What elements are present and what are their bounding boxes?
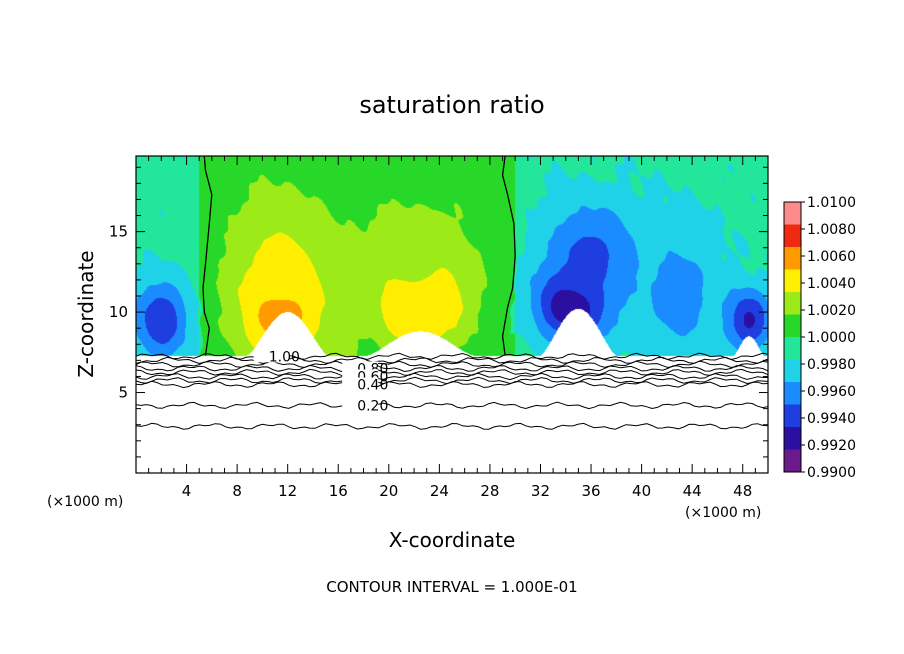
colorbar-label: 1.0060 — [807, 249, 856, 265]
y-tick-label: 10 — [109, 303, 128, 321]
y-axis-label: Z-coordinate — [74, 250, 98, 377]
colorbar-swatch — [784, 449, 801, 472]
vertical-contour-0 — [202, 155, 213, 356]
y-tick-label: 15 — [109, 223, 128, 241]
colorbar-label: 1.0020 — [807, 303, 856, 319]
x-axis: 4 8 12 16 20 24 28 32 36 40 44 48 — [148, 156, 756, 500]
y-axis: 5 10 15 — [109, 166, 768, 458]
x-axis-label: X-coordinate — [389, 528, 516, 552]
contour-label: 0.40 — [357, 377, 388, 393]
saturation-field — [136, 156, 768, 473]
x-unit-right: (×1000 m) — [685, 505, 761, 521]
colorbar-label: 1.0040 — [807, 276, 856, 292]
contour-line — [135, 352, 769, 361]
x-tick-label: 48 — [733, 482, 752, 500]
colorbar-label: 1.0000 — [807, 330, 856, 346]
x-tick-label: 8 — [232, 482, 242, 500]
colorbar-swatch — [784, 359, 801, 382]
colorbar-label: 0.9920 — [807, 438, 856, 454]
x-tick-label: 4 — [182, 482, 192, 500]
contour-label-bg — [342, 398, 379, 412]
colorbar-label: 0.9940 — [807, 411, 856, 427]
contour-line — [135, 376, 769, 385]
colorbar-swatch — [784, 404, 801, 427]
colorbar-label: 0.9980 — [807, 357, 856, 373]
plot-area: 1.000.800.600.400.20 — [135, 155, 769, 474]
colorbar-label: 1.0080 — [807, 222, 856, 238]
vertical-contour-1 — [501, 155, 516, 356]
y-tick-label: 5 — [118, 384, 128, 402]
contour-line — [135, 360, 769, 369]
contour-label-bg — [253, 349, 290, 363]
colorbar-swatch — [784, 292, 801, 315]
contour-line — [135, 372, 769, 381]
contour-label: 1.00 — [269, 349, 300, 365]
contour-line — [135, 356, 769, 365]
x-tick-label: 28 — [480, 482, 499, 500]
contour-interval-note: CONTOUR INTERVAL = 1.000E-01 — [326, 578, 577, 596]
horizontal-contours: 1.000.800.600.400.20 — [135, 349, 769, 430]
colorbar-swatch — [784, 247, 801, 270]
x-tick-label: 16 — [329, 482, 348, 500]
x-tick-label: 12 — [278, 482, 297, 500]
contour-line — [135, 422, 769, 430]
contour-line — [135, 401, 769, 410]
colorbar-label: 0.9960 — [807, 384, 856, 400]
contour-line — [135, 368, 769, 376]
x-tick-label: 20 — [379, 482, 398, 500]
x-tick-label: 36 — [581, 482, 600, 500]
x-tick-label: 24 — [430, 482, 449, 500]
colorbar-swatch — [784, 314, 801, 337]
contour-label-bg — [342, 377, 379, 391]
colorbar-swatch — [784, 202, 801, 225]
colorbar-label: 1.0100 — [807, 195, 856, 211]
chart-title: saturation ratio — [359, 91, 544, 119]
colorbar-swatch — [784, 427, 801, 450]
colorbar-swatch — [784, 269, 801, 292]
x-unit-left: (×1000 m) — [47, 494, 123, 510]
vertical-contours — [202, 155, 516, 356]
colorbar-label: 0.9900 — [807, 465, 856, 481]
x-tick-label: 32 — [531, 482, 550, 500]
colorbar-swatch — [784, 337, 801, 360]
x-tick-label: 40 — [632, 482, 651, 500]
colorbar: 1.0100 1.0080 1.0060 1.0040 1.0020 1.0000 0.99… — [783, 195, 856, 481]
colorbar-swatch — [784, 382, 801, 405]
colorbar-swatch — [784, 224, 801, 247]
contour-label: 0.20 — [357, 398, 388, 414]
x-tick-label: 44 — [683, 482, 702, 500]
